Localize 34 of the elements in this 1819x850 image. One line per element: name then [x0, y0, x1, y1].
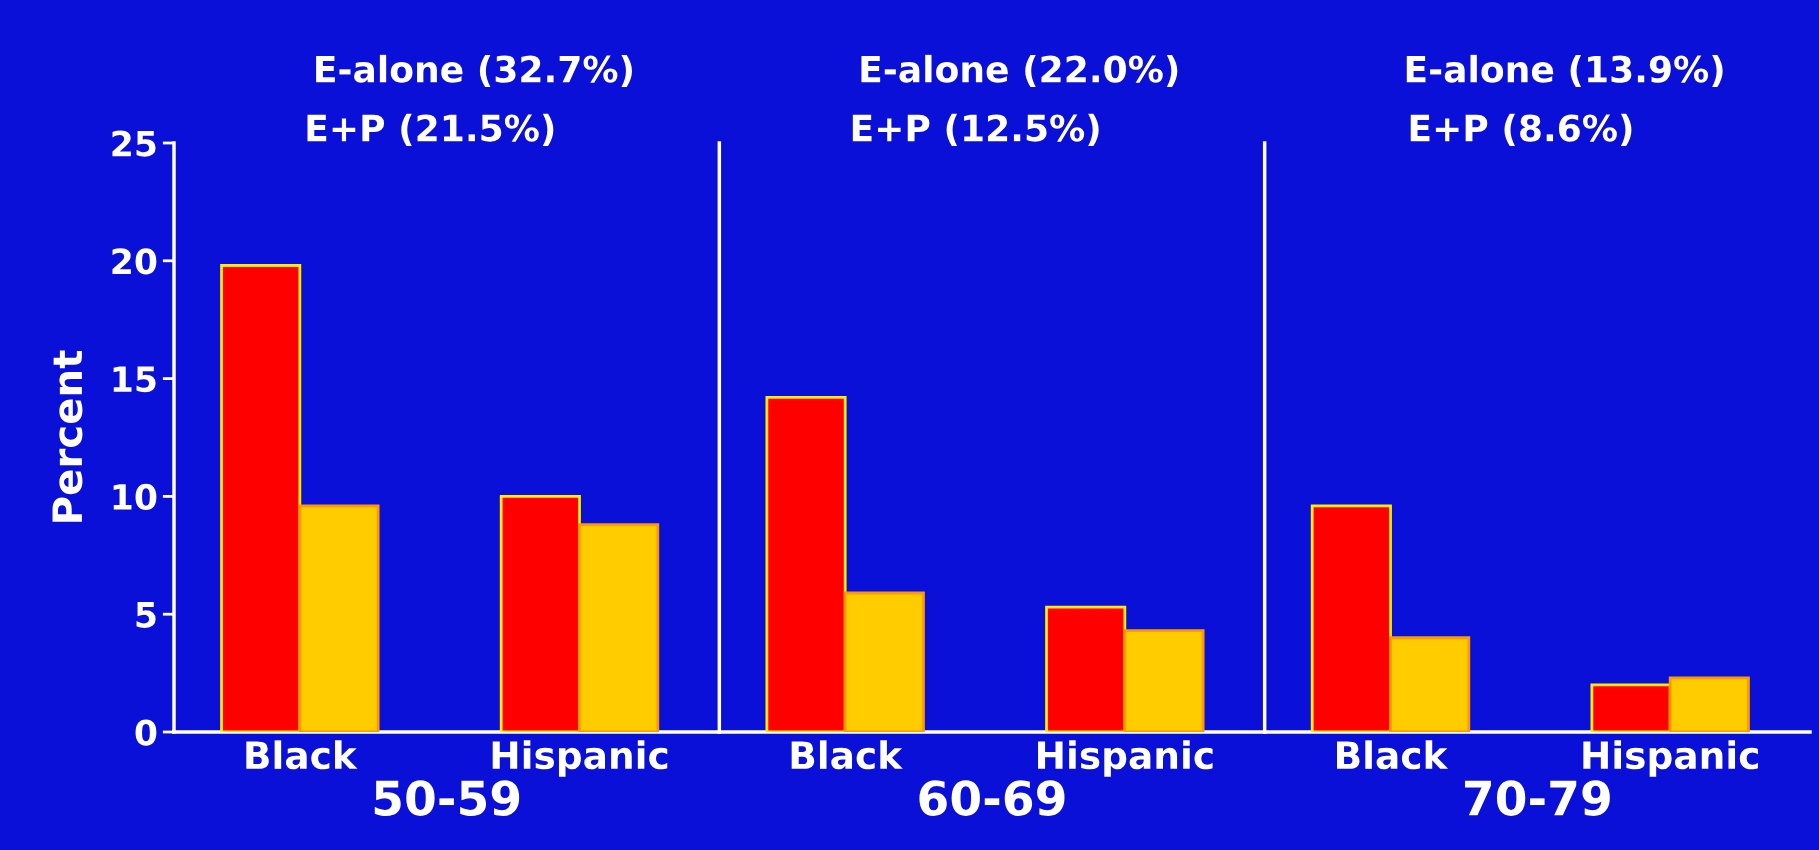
bar	[1590, 683, 1672, 732]
bar	[220, 264, 302, 732]
x-axis-title: 70-79	[1464, 780, 1610, 816]
y-axis-title: Percent	[52, 350, 83, 522]
y-tick-label: 20	[112, 248, 157, 275]
annotation: E+P (21.5%)	[307, 113, 554, 146]
x-axis-title: 50-59	[374, 780, 520, 816]
bar	[1389, 636, 1471, 732]
bar	[843, 591, 925, 732]
x-tick-label: Black	[791, 740, 903, 770]
bar	[1668, 676, 1750, 732]
annotation: E+P (12.5%)	[852, 113, 1099, 146]
y-tick-label: 15	[113, 366, 156, 393]
bar	[1123, 629, 1205, 732]
bar	[578, 523, 660, 732]
x-tick-label: Hispanic	[1583, 740, 1758, 777]
x-tick-label: Black	[1337, 740, 1449, 770]
bar	[1045, 605, 1127, 732]
bar	[298, 504, 380, 732]
x-axis-title: 60-69	[919, 780, 1065, 816]
text: E-alone (22.0%)	[861, 54, 1178, 88]
text: E-alone (13.9%)	[1406, 54, 1723, 88]
text: E-alone (32.7%)	[316, 54, 632, 88]
x-tick-label: Black	[246, 740, 358, 770]
y-tick-label: 5	[136, 602, 156, 628]
y-tick-label: 0	[135, 719, 157, 746]
x-tick-label: Hispanic	[1038, 740, 1213, 777]
x-tick-label: Hispanic	[492, 740, 668, 777]
bar	[499, 495, 581, 732]
y-tick-label: 25	[112, 130, 156, 157]
bar	[765, 396, 847, 732]
y-tick-label: 10	[113, 483, 157, 511]
annotation: E+P (8.6%)	[1410, 113, 1632, 146]
bar	[1310, 504, 1392, 732]
